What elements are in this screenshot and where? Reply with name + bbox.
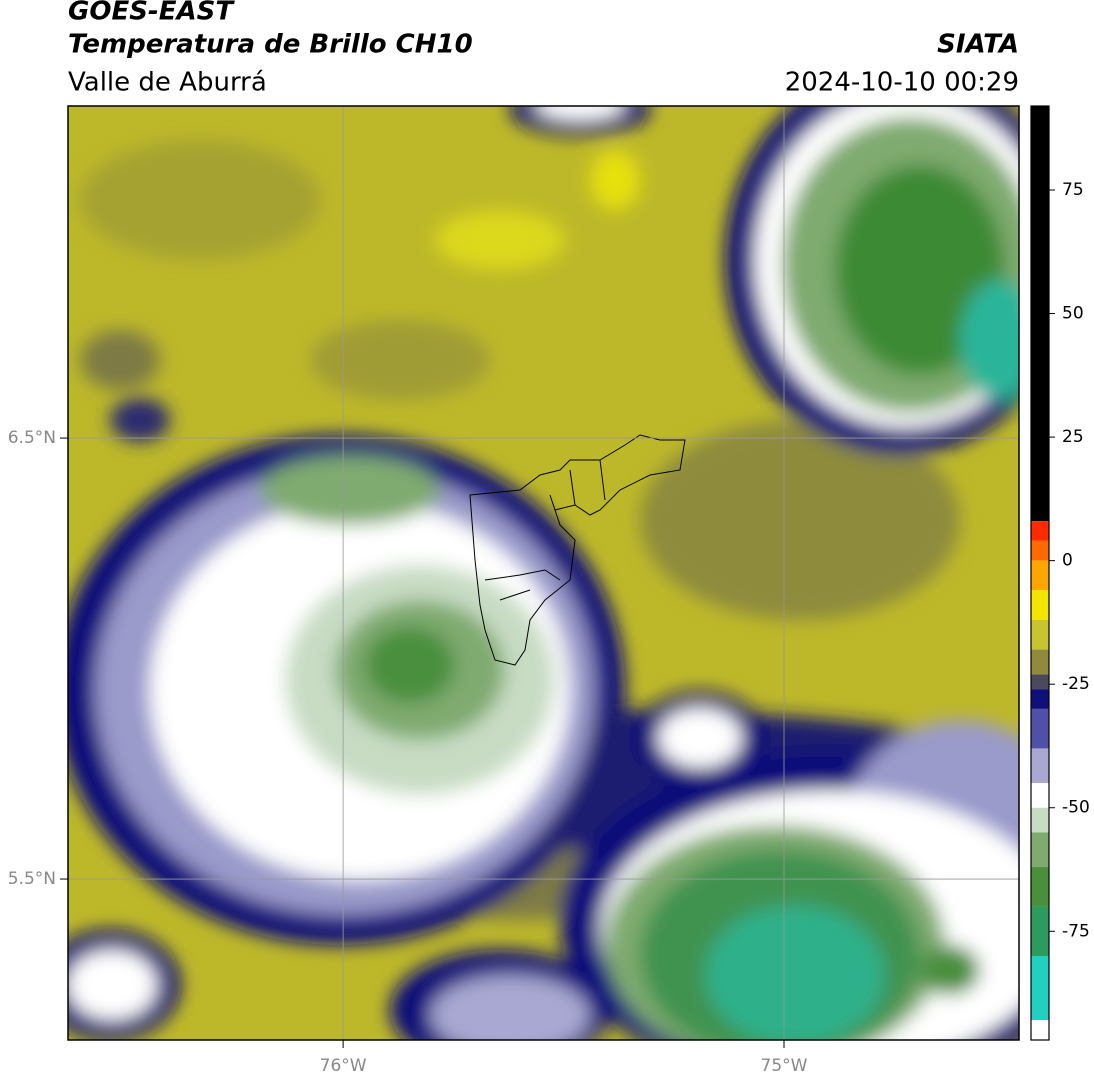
source: SIATA bbox=[937, 30, 1019, 60]
colorbar-tick-label: 75 bbox=[1062, 180, 1084, 200]
grid bbox=[68, 106, 1019, 1040]
colorbar-tick-label: -25 bbox=[1062, 674, 1090, 694]
colorbar-band bbox=[1031, 783, 1049, 808]
colorbar-band bbox=[1031, 906, 1049, 956]
colorbar-band bbox=[1031, 748, 1049, 784]
colorbar-band bbox=[1031, 590, 1049, 620]
satellite-image bbox=[68, 106, 1019, 1040]
y-tick-label: 6.5°N bbox=[8, 428, 56, 448]
colorbar-band bbox=[1031, 867, 1049, 907]
x-tick-label: 76°W bbox=[320, 1056, 367, 1076]
colorbar-band bbox=[1031, 807, 1049, 833]
x-tick-label: 75°W bbox=[761, 1056, 808, 1076]
subtitle: Temperatura de Brillo CH10 bbox=[68, 30, 473, 60]
colorbar-band bbox=[1031, 540, 1049, 561]
map-frame bbox=[67, 105, 1020, 1041]
colorbar-tick-label: 0 bbox=[1062, 551, 1073, 571]
colorbar-band bbox=[1031, 1020, 1049, 1040]
colorbar-band bbox=[1031, 832, 1049, 868]
colorbar bbox=[1031, 106, 1049, 1040]
colorbar-tick-label: 50 bbox=[1062, 304, 1084, 324]
colorbar-band bbox=[1031, 708, 1049, 749]
y-tick-label: 5.5°N bbox=[8, 869, 56, 889]
colorbar-frame bbox=[1030, 105, 1050, 1041]
colorbar-band bbox=[1031, 106, 1049, 522]
colorbar-band bbox=[1031, 649, 1049, 675]
colorbar-band bbox=[1031, 689, 1049, 709]
colorbar-band bbox=[1031, 619, 1049, 650]
colorbar-tick-label: 25 bbox=[1062, 427, 1084, 447]
colorbar-tick-label: -75 bbox=[1062, 921, 1090, 941]
municipal-boundaries bbox=[469, 434, 686, 666]
colorbar-tick-label: -50 bbox=[1062, 798, 1090, 818]
colorbar-band bbox=[1031, 560, 1049, 591]
colorbar-band bbox=[1031, 521, 1049, 541]
title: GOES-EAST bbox=[68, 0, 235, 27]
region: Valle de Aburrá bbox=[68, 68, 267, 98]
colorbar-band bbox=[1031, 674, 1049, 690]
timestamp: 2024-10-10 00:29 bbox=[785, 68, 1019, 98]
colorbar-band bbox=[1031, 955, 1049, 1021]
